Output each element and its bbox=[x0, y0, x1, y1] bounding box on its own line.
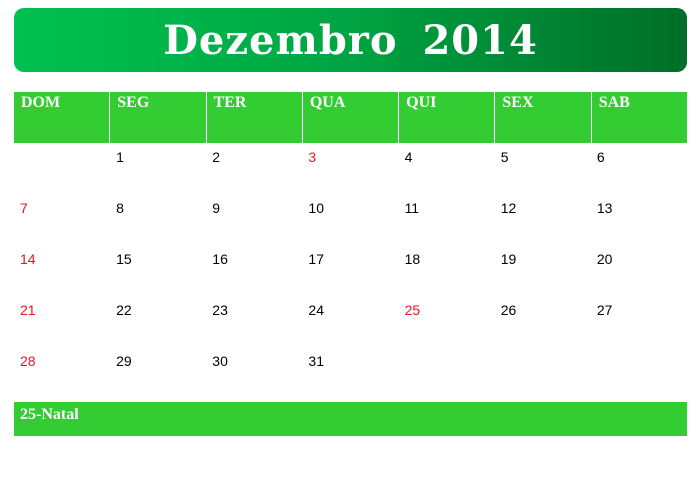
day-cell: 13 bbox=[596, 200, 613, 216]
day-cell: 21 bbox=[20, 302, 36, 318]
day-cell: 27 bbox=[596, 302, 613, 318]
holiday-note-bar: 25-Natal bbox=[14, 402, 687, 436]
day-cell: 5 bbox=[500, 149, 509, 165]
day-cell: 17 bbox=[308, 251, 324, 267]
day-cell: 14 bbox=[20, 251, 36, 267]
day-cell: 11 bbox=[404, 200, 420, 216]
title-banner: Dezembro 2014 bbox=[14, 8, 687, 72]
day-cell: 2 bbox=[212, 149, 221, 165]
day-cell: 26 bbox=[500, 302, 517, 318]
week-row: 14 15 16 17 18 19 20 bbox=[14, 245, 687, 296]
day-cell: 24 bbox=[308, 302, 324, 318]
day-cell: 15 bbox=[116, 251, 132, 267]
day-cell: 18 bbox=[404, 251, 421, 267]
day-cell: 28 bbox=[20, 353, 36, 369]
weekday-header-seg: SEG bbox=[110, 92, 207, 143]
week-row: 1 2 3 4 5 6 bbox=[14, 143, 687, 194]
weekday-header-sex: SEX bbox=[495, 92, 592, 143]
day-cell: 9 bbox=[212, 200, 221, 216]
weekday-header-ter: TER bbox=[207, 92, 303, 143]
day-cell bbox=[14, 143, 110, 194]
day-cell: 22 bbox=[116, 302, 132, 318]
day-cell: 19 bbox=[500, 251, 517, 267]
day-cell bbox=[591, 347, 687, 398]
week-row: 28 29 30 31 bbox=[14, 347, 687, 398]
day-cell: 4 bbox=[404, 149, 413, 165]
day-cell: 25 bbox=[404, 302, 421, 318]
week-row: 21 22 23 24 25 26 27 bbox=[14, 296, 687, 347]
weekday-header-qua: QUA bbox=[303, 92, 400, 143]
day-cell: 31 bbox=[308, 353, 324, 369]
calendar-grid: 1 2 3 4 5 6 7 8 9 10 11 12 13 14 15 16 1… bbox=[14, 143, 687, 398]
day-cell bbox=[399, 347, 495, 398]
weekday-header-row: DOM SEG TER QUA QUI SEX SAB bbox=[14, 92, 687, 143]
day-cell: 29 bbox=[116, 353, 132, 369]
day-cell: 12 bbox=[500, 200, 517, 216]
day-cell: 23 bbox=[212, 302, 228, 318]
day-cell: 8 bbox=[116, 200, 124, 216]
week-row: 7 8 9 10 11 12 13 bbox=[14, 194, 687, 245]
day-cell: 10 bbox=[308, 200, 324, 216]
day-cell: 16 bbox=[212, 251, 228, 267]
day-cell: 6 bbox=[596, 149, 605, 165]
day-cell: 7 bbox=[20, 200, 28, 216]
day-cell bbox=[495, 347, 591, 398]
day-cell: 1 bbox=[116, 149, 124, 165]
weekday-header-sab: SAB bbox=[598, 94, 630, 111]
weekday-header-qui: QUI bbox=[399, 92, 496, 143]
weekday-header-dom: DOM bbox=[14, 92, 111, 143]
day-cell: 3 bbox=[308, 149, 317, 165]
calendar-title: Dezembro 2014 bbox=[163, 16, 538, 64]
holiday-note: 25-Natal bbox=[20, 406, 79, 423]
day-cell: 20 bbox=[596, 251, 613, 267]
day-cell: 30 bbox=[212, 353, 228, 369]
